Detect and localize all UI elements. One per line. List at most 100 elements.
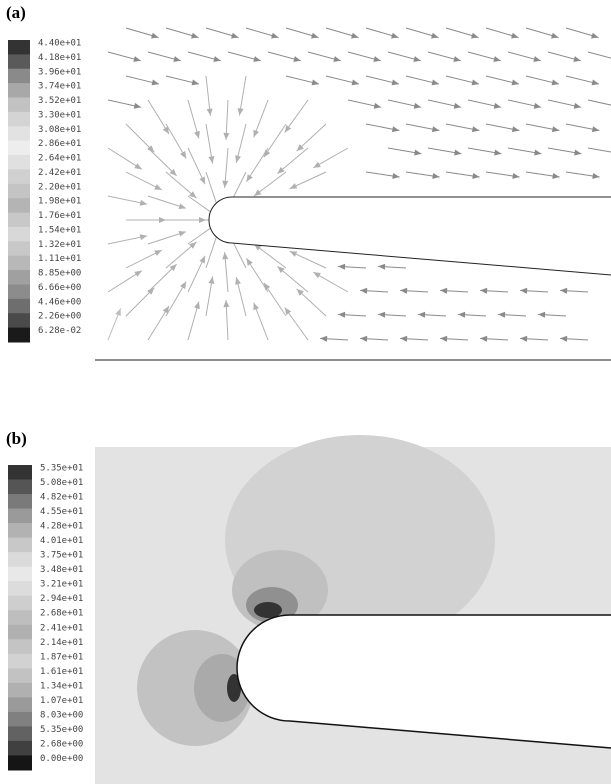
arrow-head (458, 311, 466, 318)
arrow-head (360, 335, 368, 342)
colorbar-swatch (8, 523, 32, 539)
colorbar-label: 3.96e+01 (38, 67, 81, 77)
arrow-head (235, 155, 241, 163)
panel-label: (b) (6, 429, 27, 448)
arrow-head (431, 79, 440, 86)
arrow-head (440, 335, 448, 342)
colorbar-label: 6.66e+00 (38, 283, 81, 293)
arrow-shaft (587, 99, 611, 106)
arrow-head (253, 302, 259, 311)
colorbar-swatch (8, 54, 30, 70)
arrow-head (512, 172, 520, 179)
arrow-head (223, 132, 230, 140)
colorbar-label: 3.48e+01 (40, 565, 83, 575)
colorbar-label: 5.08e+01 (40, 478, 83, 488)
colorbar-swatch (8, 581, 32, 597)
arrow-head (378, 311, 386, 318)
arrow-head (313, 161, 321, 168)
colorbar-label: 2.42e+01 (38, 168, 81, 178)
arrow-head (454, 149, 462, 156)
arrow-head (199, 217, 206, 223)
arrow-head (277, 166, 285, 174)
colorbar-swatch (8, 755, 32, 771)
arrow-head (538, 311, 546, 318)
arrow-head (133, 56, 141, 62)
arrow-head (414, 149, 422, 156)
colorbar-label: 3.74e+01 (38, 82, 81, 92)
colorbar-swatch (8, 668, 32, 684)
arrow-head (493, 102, 502, 109)
colorbar-label: 4.46e+00 (38, 297, 81, 307)
arrow-head (151, 79, 160, 86)
colorbar-swatch (8, 140, 30, 156)
arrow-head (231, 32, 239, 39)
colorbar-label: 3.52e+01 (38, 96, 81, 106)
colorbar-swatch (8, 198, 30, 214)
arrow-head (151, 32, 159, 39)
arrow-shaft (587, 51, 611, 59)
arrow-head (178, 230, 187, 237)
colorbar-label: 5.35e+00 (40, 725, 83, 735)
arrow-head (154, 184, 162, 190)
arrow-head (237, 108, 244, 116)
colorbar-label: 1.11e+01 (38, 254, 81, 264)
arrow-head (208, 156, 215, 164)
arrow-head (551, 32, 559, 39)
arrow-head (311, 32, 319, 39)
arrow-head (591, 79, 600, 86)
arrow-head (313, 272, 321, 279)
colorbar-swatch (8, 298, 30, 314)
arrow-head (199, 255, 206, 264)
colorbar-swatch (8, 327, 30, 343)
arrow-head (360, 287, 368, 294)
arrow-head (551, 126, 560, 133)
colorbar-label: 4.55e+01 (40, 507, 83, 517)
colorbar-swatch (8, 610, 32, 626)
colorbar-label: 4.28e+01 (40, 522, 83, 532)
arrow-head (223, 300, 230, 308)
colorbar-swatch (8, 624, 32, 640)
colorbar-swatch (8, 155, 30, 170)
arrow-head (480, 335, 488, 342)
colorbar-label: 8.85e+00 (38, 269, 81, 279)
arrow-head (498, 311, 506, 318)
arrow-head (392, 172, 400, 179)
arrow-head (471, 32, 479, 39)
arrow-head (289, 251, 298, 257)
arrow-head (277, 266, 285, 274)
colorbar-label: 3.75e+01 (40, 551, 83, 561)
colorbar-swatch (8, 226, 30, 242)
arrow-head (253, 129, 259, 138)
colorbar-label: 2.86e+01 (38, 139, 81, 149)
arrow-head (134, 270, 142, 277)
arrow-head (235, 277, 241, 285)
arrow-head (180, 281, 187, 290)
arrow-head (159, 217, 166, 223)
colorbar: 4.40e+01 4.18e+01 3.96e+01 3.74e+01 3.52e+01… (8, 39, 81, 343)
colorbar-swatch (8, 83, 30, 99)
arrow-head (189, 241, 197, 249)
colorbar-swatch (8, 566, 32, 582)
colorbar-label: 3.21e+01 (40, 580, 83, 590)
arrow-head (471, 79, 480, 86)
arrow-head (115, 308, 121, 317)
arrow-head (284, 125, 292, 133)
arrow-head (573, 102, 582, 109)
colorbar-label: 1.61e+01 (40, 667, 83, 677)
arrow-head (534, 149, 542, 156)
arrow-head (311, 79, 320, 86)
arrow-head (453, 56, 461, 62)
arrow-head (173, 56, 181, 62)
colorbar-swatch (8, 740, 32, 756)
colorbar-label: 2.68e+00 (40, 739, 83, 749)
arrow-head (178, 203, 187, 210)
arrow-head (169, 168, 177, 176)
colorbar-label: 4.82e+01 (40, 493, 83, 503)
colorbar-swatch (8, 726, 32, 742)
arrow-head (493, 56, 501, 62)
colorbar-label: 2.14e+01 (40, 638, 83, 648)
colorbar-swatch (8, 40, 30, 55)
colorbar-swatch (8, 126, 30, 142)
arrow-head (573, 56, 581, 62)
